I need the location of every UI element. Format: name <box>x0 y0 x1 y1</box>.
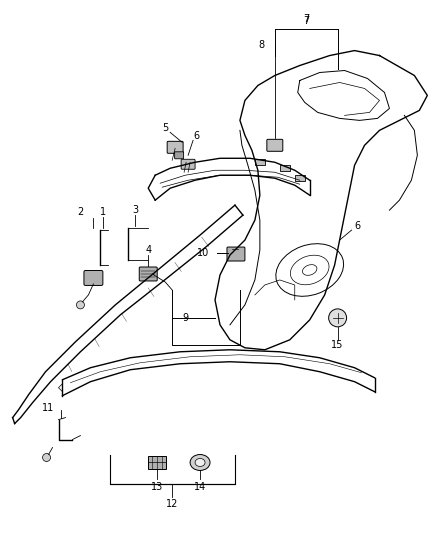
Text: 3: 3 <box>132 205 138 215</box>
Circle shape <box>77 301 85 309</box>
Text: 4: 4 <box>145 245 151 255</box>
Text: 9: 9 <box>182 313 188 323</box>
Text: 13: 13 <box>151 482 163 492</box>
Text: 1: 1 <box>100 207 106 217</box>
FancyBboxPatch shape <box>181 159 195 169</box>
Text: 10: 10 <box>197 248 209 258</box>
Circle shape <box>42 454 50 462</box>
FancyBboxPatch shape <box>175 152 184 159</box>
Text: 2: 2 <box>78 207 84 217</box>
FancyBboxPatch shape <box>167 141 183 154</box>
Text: 6: 6 <box>193 131 199 141</box>
Circle shape <box>328 309 346 327</box>
Text: 7: 7 <box>304 15 310 26</box>
Ellipse shape <box>190 455 210 471</box>
Text: 14: 14 <box>194 482 206 492</box>
FancyBboxPatch shape <box>280 165 290 171</box>
FancyBboxPatch shape <box>267 139 283 151</box>
FancyBboxPatch shape <box>139 267 157 281</box>
Ellipse shape <box>195 458 205 466</box>
Text: 11: 11 <box>42 402 55 413</box>
Text: 12: 12 <box>166 499 178 510</box>
Text: 6: 6 <box>354 221 360 231</box>
Text: 8: 8 <box>259 39 265 50</box>
Text: 7: 7 <box>304 14 310 23</box>
Text: 15: 15 <box>332 340 344 350</box>
Text: 5: 5 <box>162 123 168 133</box>
FancyBboxPatch shape <box>295 175 305 181</box>
FancyBboxPatch shape <box>84 270 103 286</box>
FancyBboxPatch shape <box>227 247 245 261</box>
FancyBboxPatch shape <box>148 456 166 470</box>
FancyBboxPatch shape <box>255 159 265 165</box>
